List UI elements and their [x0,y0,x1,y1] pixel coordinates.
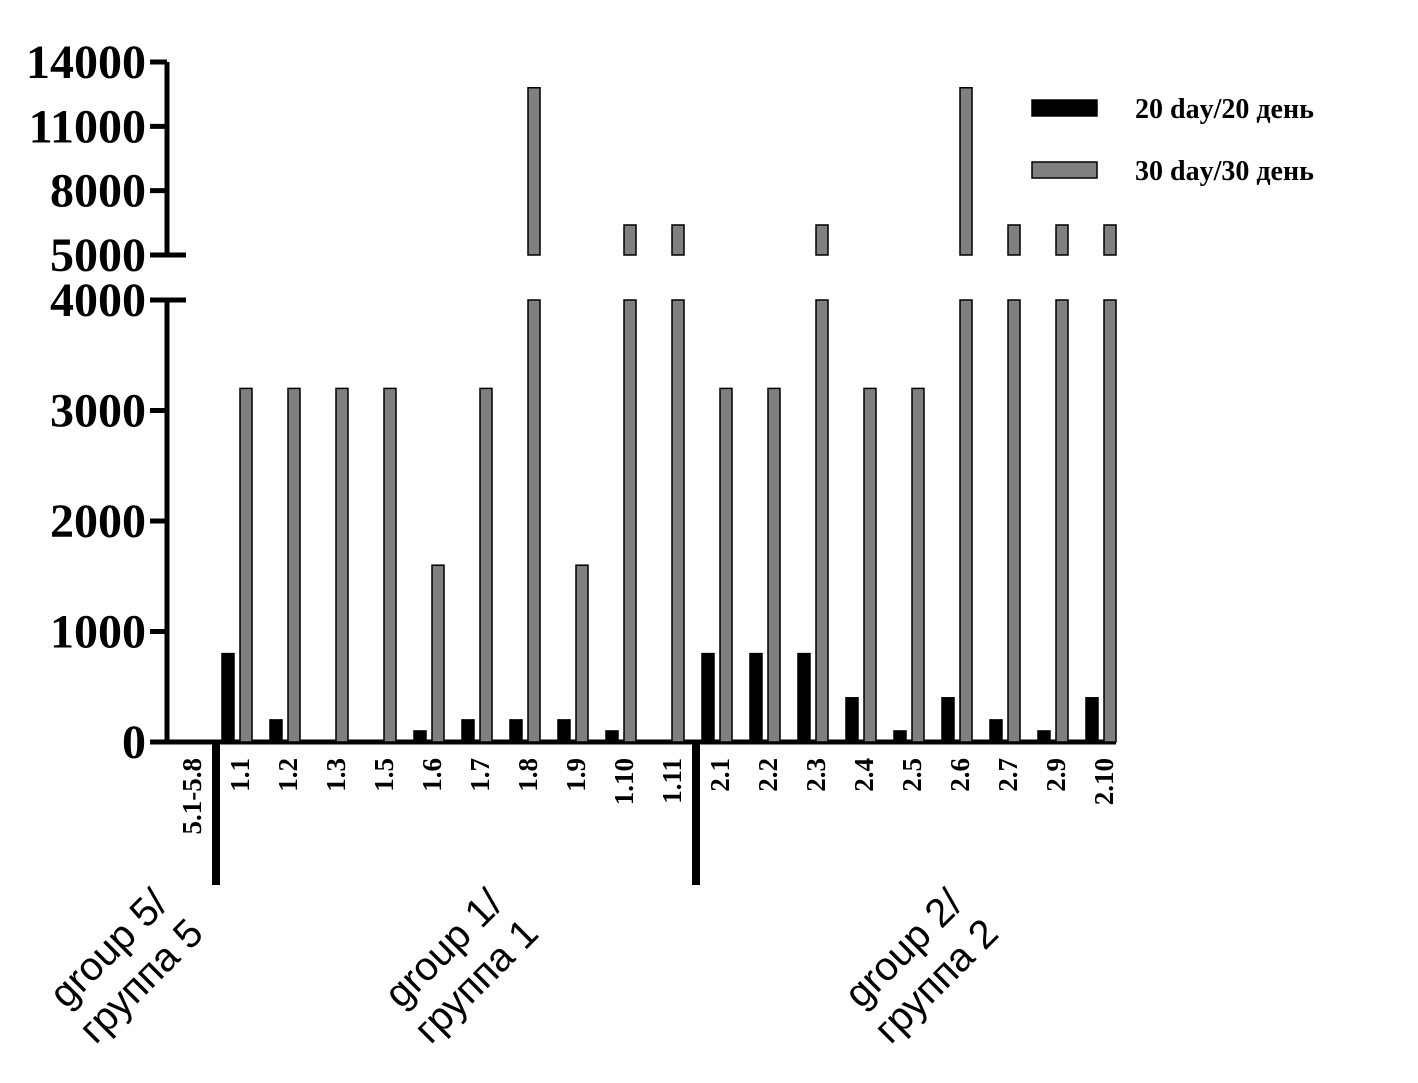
bar [959,299,973,743]
y-tick-label: 3000 [50,385,146,438]
x-tick-label: 2.1 [705,758,735,792]
x-tick-label: 1.5 [369,758,399,792]
legend-swatch [1031,99,1098,117]
y-tick-label: 11000 [29,100,146,153]
group-label: group 5/группа 5 [38,878,211,1051]
x-tick-label: 1.1 [225,758,255,792]
bar [989,719,1003,743]
y-tick-label: 2000 [50,495,146,548]
bar [287,387,301,743]
bar [1007,299,1021,743]
y-tick-label: 14000 [26,36,146,89]
bar [671,299,685,743]
bar [941,697,955,743]
x-tick-label: 2.4 [849,758,879,792]
bar [575,564,589,743]
group-label: group 1/группа 1 [373,878,546,1051]
x-tick-label: 1.8 [513,758,543,792]
bar [1055,299,1069,743]
bar [623,224,637,256]
bar [1103,299,1117,743]
bar [461,719,475,743]
group-label: group 2/группа 2 [833,878,1006,1051]
bar [959,86,973,256]
x-tick-label: 1.2 [273,758,303,792]
bar [557,719,571,743]
x-tick-label: 1.11 [657,758,687,804]
bar [815,299,829,743]
x-tick-label: 1.10 [609,758,639,805]
bar [527,299,541,743]
x-tick-label: 1.7 [465,758,495,792]
bar [893,730,907,743]
bar [911,387,925,743]
x-tick-label: 2.6 [945,758,975,792]
bar [863,387,877,743]
legend-label: 20 day/20 день [1135,94,1314,125]
bar [1007,224,1021,256]
x-tick-label: 2.5 [897,758,927,792]
bar [479,387,493,743]
x-tick-label: 2.10 [1089,758,1119,805]
y-tick-label: 0 [122,716,146,769]
x-tick-label: 1.3 [321,758,351,792]
bar [719,387,733,743]
bar [431,564,445,743]
y-tick-label: 8000 [50,165,146,218]
bar [269,719,283,743]
bar [605,730,619,743]
bar [335,387,349,743]
legend-swatch [1031,161,1098,179]
x-tick-label: 1.6 [417,758,447,792]
x-tick-label: 2.3 [801,758,831,792]
bar [815,224,829,256]
bar [845,697,859,743]
bar [413,730,427,743]
bar [797,652,811,743]
bar [1085,697,1099,743]
x-tick-label: 2.9 [1041,758,1071,792]
bar [1037,730,1051,743]
bar [1103,224,1117,256]
bar [221,652,235,743]
y-tick-label: 1000 [50,606,146,659]
bar [701,652,715,743]
x-tick-label: 1.9 [561,758,591,792]
bar [1055,224,1069,256]
y-tick-label: 4000 [50,274,146,327]
bar [239,387,253,743]
bar [509,719,523,743]
bar [623,299,637,743]
x-tick-label: 2.2 [753,758,783,792]
x-tick-label: 5.1-5.8 [177,758,207,835]
y-tick-label: 5000 [50,229,146,282]
bar [527,86,541,256]
bar [383,387,397,743]
x-tick-label: 2.7 [993,758,1023,792]
bar [767,387,781,743]
bar [671,224,685,256]
legend-label: 30 day/30 день [1135,156,1314,187]
bar [749,652,763,743]
